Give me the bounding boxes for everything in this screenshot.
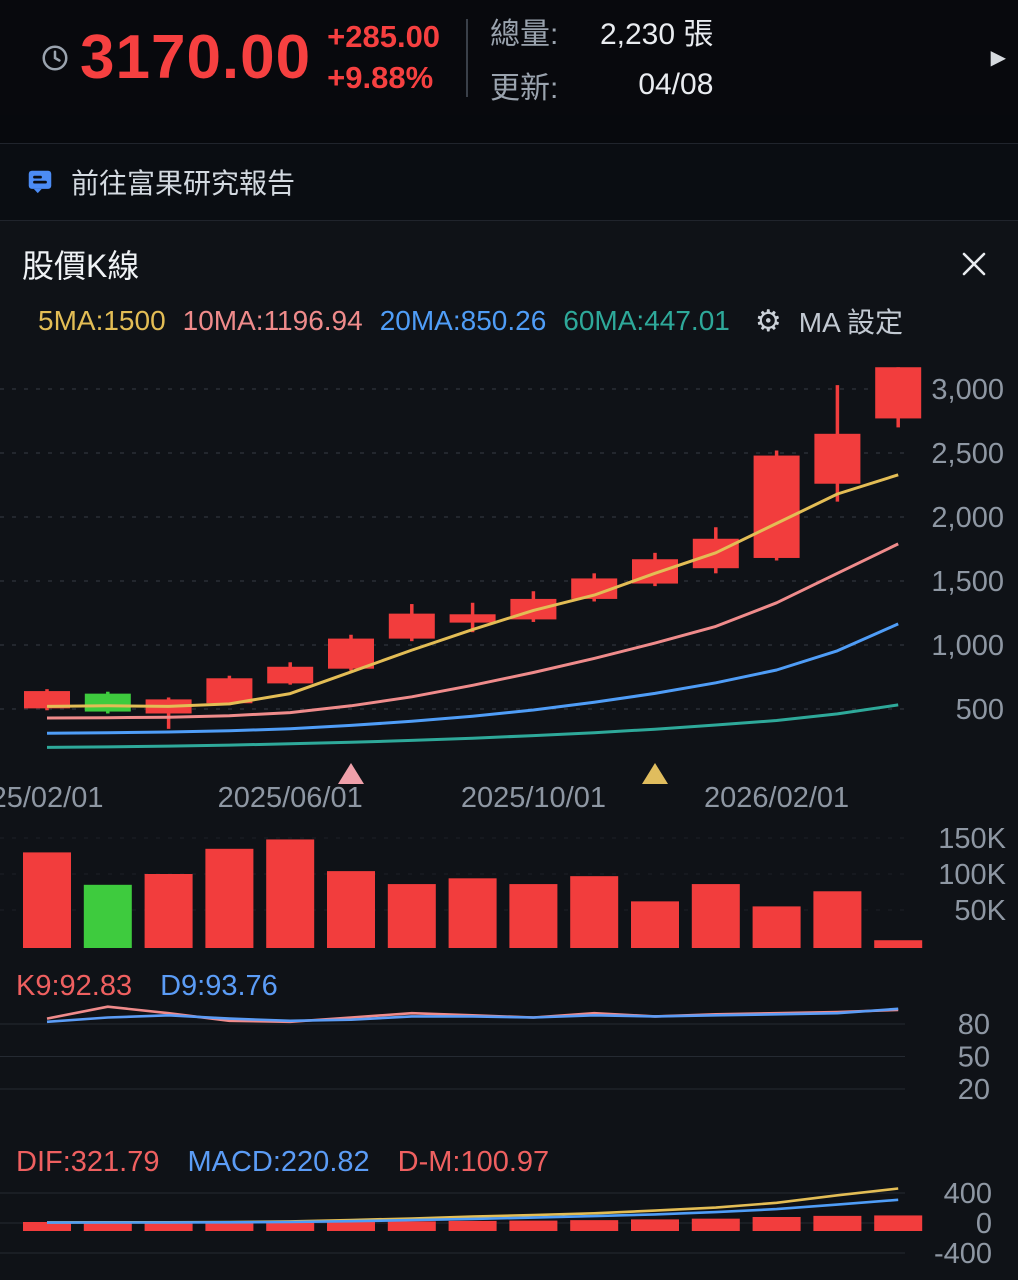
chevron-right-icon[interactable]: ▶ <box>990 47 1006 69</box>
quote-stats: 總量: 2,230 張 更新: 04/08 <box>490 9 713 107</box>
panel-title: 股價K線 <box>22 248 140 284</box>
macd-legend: DIF:321.79 MACD:220.82 D-M:100.97 <box>0 1144 1018 1180</box>
svg-text:1,500: 1,500 <box>931 566 1004 598</box>
dif-legend-value: DIF:321.79 <box>16 1145 160 1178</box>
svg-text:-400: -400 <box>934 1238 992 1270</box>
svg-text:20: 20 <box>958 1074 990 1106</box>
total-volume-value: 2,230 張 <box>599 17 714 51</box>
k9-legend-value: K9:92.83 <box>16 969 133 1002</box>
svg-text:50K: 50K <box>954 895 1006 927</box>
svg-text:2025/10/01: 2025/10/01 <box>461 782 606 814</box>
svg-text:80: 80 <box>958 1009 990 1041</box>
ma20-legend-value: 20MA:850.26 <box>379 305 547 336</box>
svg-text:2,500: 2,500 <box>931 438 1004 470</box>
ma5-legend-value: 5MA:1500 <box>38 305 166 336</box>
update-label: 更新: <box>490 71 559 105</box>
header-divider <box>466 18 469 97</box>
svg-text:100K: 100K <box>938 859 1006 891</box>
candlestick-chart[interactable]: 3,000 2,500 2,000 1,500 1,000 500 25/02/01 2025… <box>0 361 1018 821</box>
ma-legend: 5MA:1500 10MA:1196.94 20MA:850.26 60MA:4… <box>0 293 1018 349</box>
research-report-link[interactable]: 前往富果研究報告 <box>0 143 1018 221</box>
panel-header: 股價K線 <box>0 221 1018 293</box>
close-icon[interactable] <box>956 246 992 282</box>
clock-icon <box>40 43 70 73</box>
svg-text:500: 500 <box>956 694 1004 726</box>
price-change-percent: +9.88% <box>327 59 434 95</box>
volume-chart[interactable]: 150K 100K 50K <box>0 823 1018 958</box>
ma10-legend-value: 10MA:1196.94 <box>182 305 363 336</box>
svg-text:2026/02/01: 2026/02/01 <box>704 782 849 814</box>
svg-text:3,000: 3,000 <box>931 374 1004 406</box>
macd-legend-value: MACD:220.82 <box>187 1145 370 1178</box>
total-volume-label: 總量: <box>490 17 559 51</box>
report-link-label: 前往富果研究報告 <box>71 168 296 199</box>
kd-legend: K9:92.83 D9:93.76 <box>0 968 1018 1004</box>
d9-legend-value: D9:93.76 <box>160 969 278 1002</box>
last-price: 3170.00 <box>80 23 312 92</box>
kline-panel: 股價K線 5MA:1500 10MA:1196.94 20MA:850.26 6… <box>0 221 1018 1280</box>
ma-settings-button[interactable]: MA 設定 <box>798 307 904 338</box>
price-change: +285.00 <box>327 19 441 55</box>
svg-text:400: 400 <box>944 1180 992 1210</box>
dm-legend-value: D-M:100.97 <box>397 1145 550 1178</box>
svg-text:0: 0 <box>976 1208 992 1240</box>
svg-text:150K: 150K <box>938 823 1006 855</box>
svg-text:2025/06/01: 2025/06/01 <box>218 782 363 814</box>
report-icon <box>25 167 55 197</box>
update-value: 04/08 <box>638 67 714 101</box>
gear-icon[interactable]: ⚙ <box>754 303 782 339</box>
price-change-block: +285.00 +9.88% <box>327 17 440 98</box>
ma60-legend-value: 60MA:447.01 <box>563 305 730 336</box>
svg-text:2,000: 2,000 <box>931 502 1004 534</box>
svg-text:1,000: 1,000 <box>931 630 1004 662</box>
svg-text:25/02/01: 25/02/01 <box>0 782 103 814</box>
svg-text:50: 50 <box>958 1041 990 1073</box>
quote-header: 3170.00 +285.00 +9.88% 總量: 2,230 張 更新: 0… <box>0 0 1018 115</box>
